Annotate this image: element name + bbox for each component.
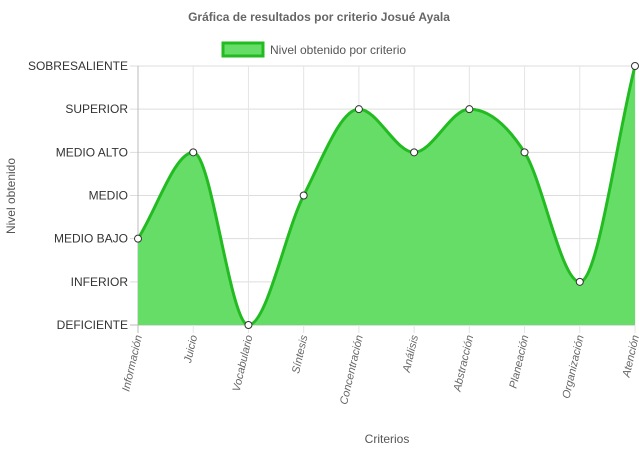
data-point[interactable] [134,234,142,243]
data-point[interactable] [520,148,529,157]
y-tick-label: MEDIO [89,189,128,203]
y-axis: DEFICIENTE INFERIOR MEDIO BAJO MEDIO MEDIO A… [28,59,128,332]
y-tick-label: DEFICIENTE [57,318,128,332]
data-point[interactable] [354,105,363,114]
x-tick-label: Abstracción [451,334,476,394]
chart-title: Gráfica de resultados por criterio Josué… [188,10,450,24]
data-point[interactable] [244,321,253,329]
plot-area [134,62,639,329]
legend-swatch [221,41,265,58]
y-tick-label: MEDIO ALTO [56,145,128,159]
data-point[interactable] [189,148,198,157]
x-tick-label: Análisis [401,333,422,374]
data-point[interactable] [410,148,419,157]
x-axis-title: Criterios [365,432,410,446]
x-tick-label: Atención [620,334,639,379]
legend[interactable]: Nivel obtenido por criterio [221,41,406,58]
x-tick-label: Planeación [508,334,532,390]
x-tick-label: Juicio [182,334,200,365]
data-point[interactable] [465,105,474,114]
area-fill [138,66,635,325]
legend-label: Nivel obtenido por criterio [270,43,406,57]
x-tick-label: Organización [560,334,586,400]
x-tick-label: Información [120,334,145,393]
y-tick-label: MEDIO BAJO [54,232,128,246]
data-point[interactable] [575,277,584,286]
data-point[interactable] [299,191,308,200]
y-tick-label: INFERIOR [71,275,129,289]
x-tick-label: Concentración [338,334,366,406]
y-axis-title: Nivel obtenido [4,158,18,234]
y-tick-label: SOBRESALIENTE [28,59,128,73]
x-tick-label: Vocabulario [231,334,256,393]
y-tick-label: SUPERIOR [65,102,128,116]
series-line [136,65,637,327]
x-tick-label: Síntesis [290,334,311,375]
data-point[interactable] [631,62,639,70]
x-axis: Información Juicio Vocabulario Síntesis Conc… [120,333,639,405]
